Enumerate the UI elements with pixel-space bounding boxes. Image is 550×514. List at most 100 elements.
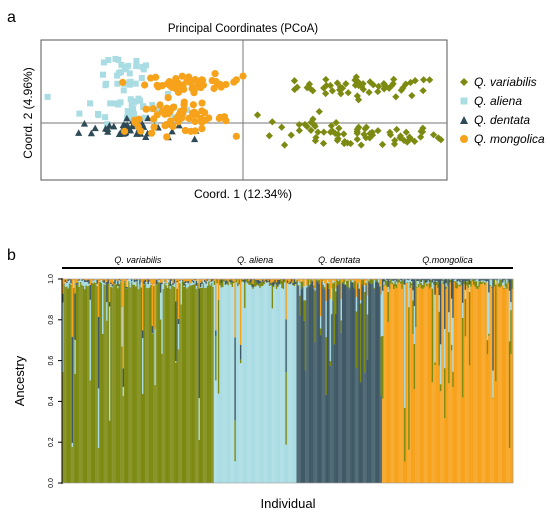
ancestry-bar-segment	[416, 286, 419, 288]
ancestry-bar-segment	[409, 287, 412, 483]
ancestry-bar-segment	[193, 281, 195, 283]
ancestry-bar-segment	[106, 279, 108, 282]
pcoa-point	[355, 82, 363, 90]
ancestry-bar-segment	[285, 319, 288, 373]
pcoa-point	[178, 72, 186, 80]
ancestry-bar-segment	[281, 288, 283, 483]
ancestry-bar-segment	[73, 287, 75, 483]
ancestry-bar-segment	[348, 289, 351, 483]
ancestry-bar-segment	[261, 285, 264, 483]
ancestry-bar-segment	[151, 279, 154, 326]
ancestry-bar-segment	[67, 288, 70, 483]
ancestry-bar-segment	[191, 280, 194, 282]
pcoa-point	[390, 140, 399, 148]
ancestry-bar-segment	[452, 279, 454, 318]
ancestry-bar-segment	[330, 313, 333, 315]
ancestry-bar-segment	[445, 279, 448, 284]
ancestry-bar-segment	[430, 280, 432, 287]
ancestry-bar-segment	[332, 283, 334, 301]
ancestry-bar-segment	[506, 288, 508, 483]
ancestry-bar-segment	[417, 281, 420, 285]
ancestry-bar-segment	[358, 289, 361, 483]
ancestry-bar-segment	[132, 279, 134, 285]
ancestry-bar-segment	[239, 363, 242, 483]
ancestry-bar-segment	[100, 279, 103, 283]
group-label: Q.mongolica	[422, 255, 473, 265]
pcoa-point	[192, 110, 200, 119]
ancestry-bar-segment	[95, 279, 97, 284]
ancestry-bar-segment	[267, 282, 270, 483]
ancestry-bar-segment	[111, 279, 114, 285]
pcoa-point	[128, 122, 136, 130]
pcoa-point	[386, 128, 394, 136]
ancestry-bar-segment	[278, 284, 281, 483]
ancestry-bar-segment	[380, 395, 383, 483]
ancestry-bar-segment	[508, 448, 511, 483]
ancestry-bar-segment	[292, 279, 294, 283]
ancestry-bar-segment	[273, 281, 275, 286]
ancestry-bar-segment	[452, 317, 454, 372]
ancestry-bar-segment	[477, 286, 479, 290]
ancestry-bar-segment	[415, 327, 417, 483]
ancestry-bar-segment	[242, 279, 245, 282]
pcoa-point	[295, 120, 303, 129]
pcoa-point	[112, 100, 119, 107]
ancestry-bar-segment	[383, 279, 385, 282]
ancestry-bar-segment	[199, 287, 202, 289]
ancestry-bar-segment	[503, 279, 505, 281]
ancestry-bar-segment	[368, 279, 370, 281]
ancestry-bar-segment	[216, 279, 219, 284]
ancestry-bar-segment	[115, 280, 118, 285]
ancestry-bar-segment	[224, 280, 227, 285]
ancestry-bar-segment	[62, 371, 64, 483]
ancestry-bar-segment	[452, 371, 454, 388]
ancestry-bar-segment	[424, 283, 427, 483]
ancestry-bar-segment	[473, 279, 475, 280]
ancestry-bar-segment	[330, 314, 333, 483]
structure-bars	[61, 278, 514, 484]
ancestry-bar-segment	[130, 279, 133, 282]
pcoa-point	[408, 92, 416, 100]
ancestry-bar-segment	[199, 282, 202, 288]
ancestry-bar-segment	[68, 279, 71, 281]
legend-marker-variabilis	[460, 78, 468, 86]
ancestry-bar-segment	[281, 279, 283, 281]
ancestry-bar-segment	[381, 279, 384, 291]
ancestry-bar-segment	[421, 285, 424, 289]
ancestry-bar-segment	[159, 292, 162, 320]
ancestry-bar-segment	[270, 285, 272, 483]
ancestry-bar-segment	[285, 279, 288, 320]
ancestry-bar-segment	[124, 281, 126, 282]
ancestry-bar-segment	[376, 281, 379, 483]
structure-xlabel: Individual	[261, 496, 316, 511]
ancestry-bar-segment	[379, 279, 381, 285]
ancestry-bar-segment	[319, 328, 322, 336]
ancestry-bar-segment	[165, 279, 168, 283]
ancestry-bar-segment	[188, 285, 191, 483]
ancestry-bar-segment	[168, 282, 170, 483]
ancestry-bar-segment	[121, 279, 123, 307]
ancestry-bar-segment	[252, 287, 254, 289]
ancestry-bar-segment	[92, 279, 94, 280]
ancestry-bar-segment	[111, 284, 114, 287]
ancestry-bar-segment	[321, 279, 323, 282]
ancestry-bar-segment	[341, 281, 344, 284]
pcoa-point	[351, 81, 360, 89]
ancestry-bar-segment	[227, 282, 230, 286]
ancestry-bar-segment	[330, 279, 333, 289]
ancestry-bar-segment	[90, 282, 93, 284]
pcoa-point	[374, 127, 382, 135]
ancestry-bar-segment	[488, 292, 490, 334]
ancestry-bar-segment	[441, 280, 443, 284]
pcoa-point	[198, 125, 206, 133]
legend-label-dentata: Q. dentata	[474, 113, 530, 127]
ancestry-bar-segment	[359, 300, 362, 304]
ancestry-bar-segment	[264, 281, 267, 282]
ancestry-bar-segment	[444, 368, 446, 419]
ancestry-bar-segment	[193, 279, 195, 282]
ancestry-bar-segment	[255, 280, 257, 282]
ancestry-bar-segment	[391, 282, 394, 285]
ancestry-bar-segment	[450, 344, 453, 351]
ancestry-bar-segment	[391, 279, 394, 281]
ancestry-bar-segment	[62, 293, 64, 303]
